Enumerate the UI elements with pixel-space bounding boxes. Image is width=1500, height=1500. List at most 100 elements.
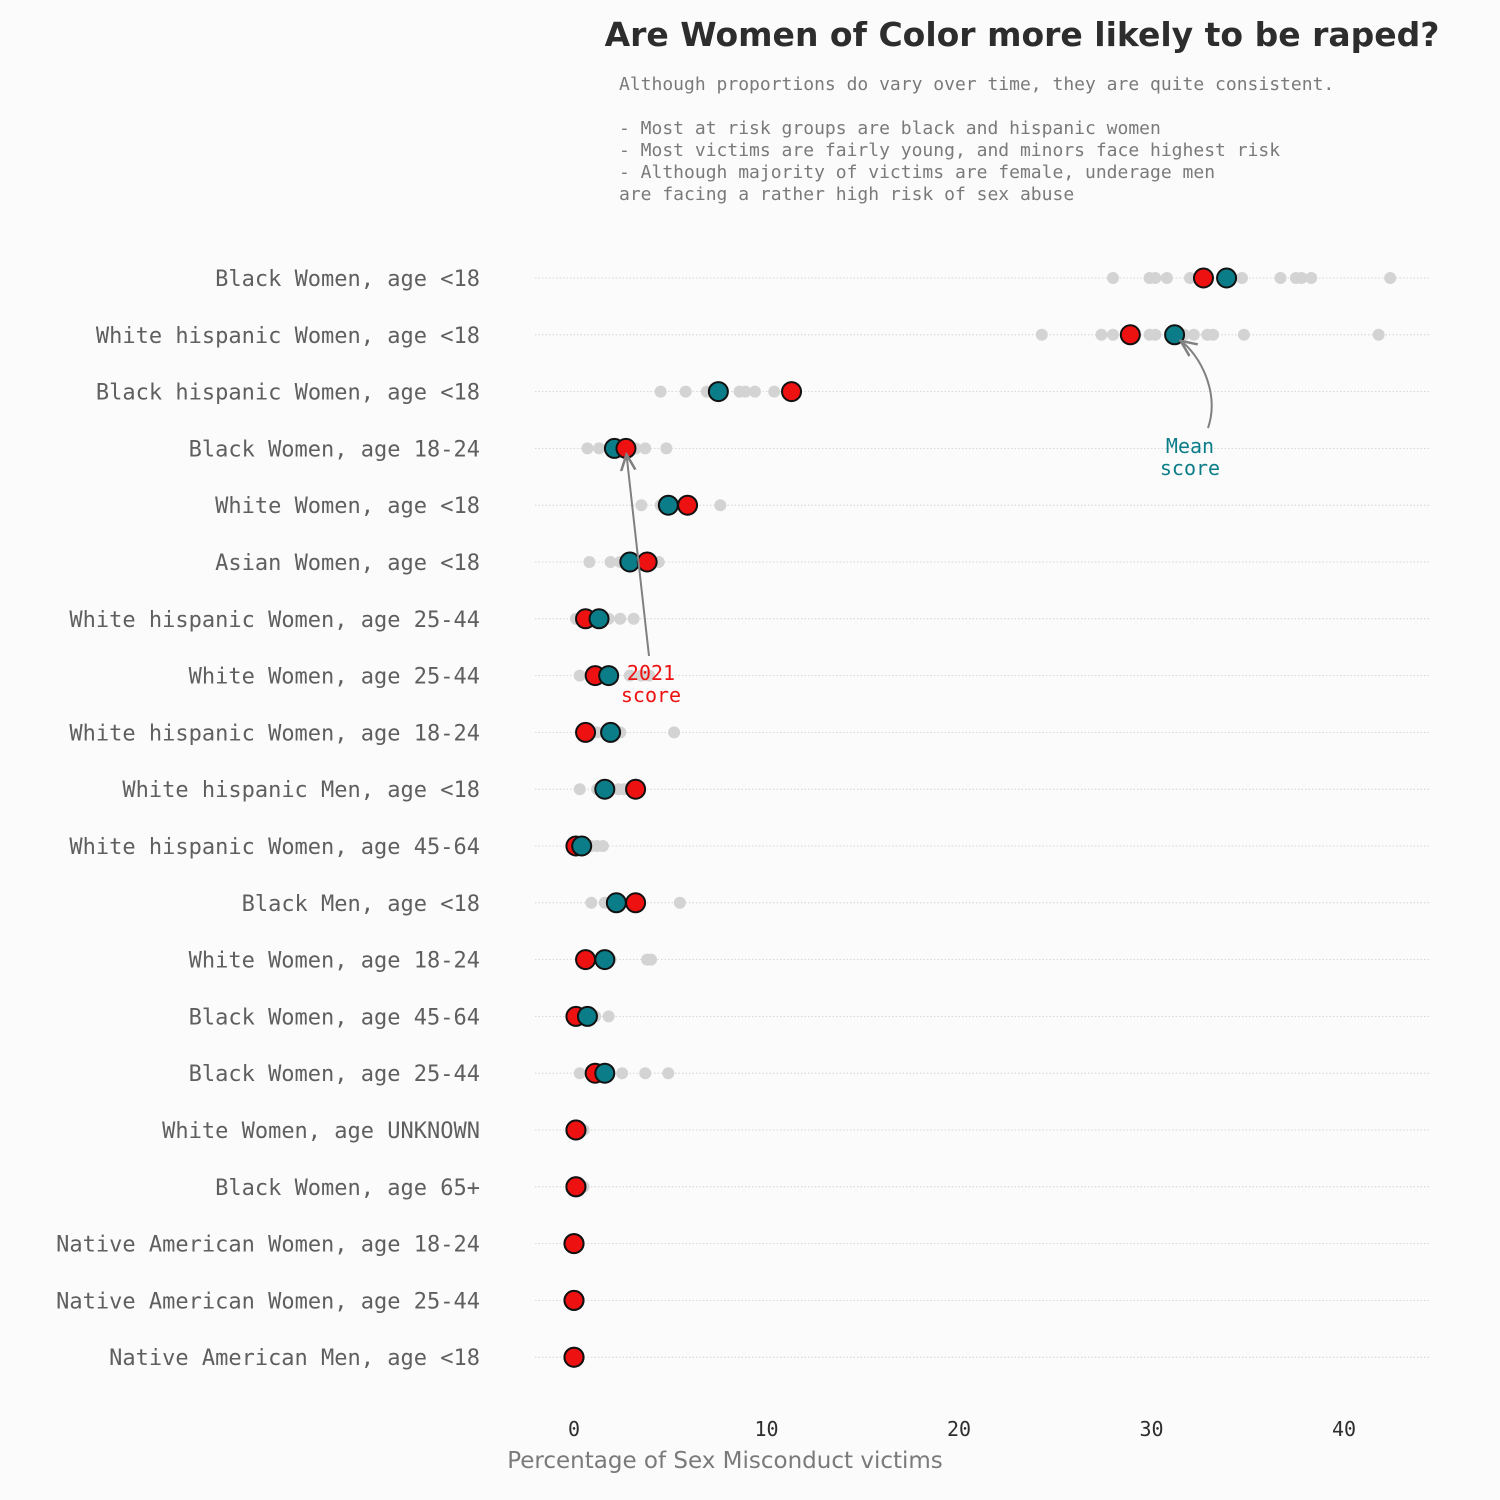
category-label: White hispanic Women, age 45-64: [69, 835, 480, 860]
history-point: [1207, 328, 1220, 341]
latest-score-point: [563, 1346, 585, 1368]
x-tick-label: 40: [1332, 1417, 1356, 1441]
latest-annotation-arrow: [626, 454, 650, 657]
history-point: [679, 385, 692, 398]
history-point: [768, 385, 781, 398]
category-label: White hispanic Women, age 25-44: [69, 608, 480, 633]
history-point: [643, 669, 656, 682]
history-point: [596, 840, 609, 852]
history-point: [1274, 272, 1287, 284]
history-point: [1095, 328, 1108, 341]
history-point: [1305, 272, 1318, 284]
history-point: [1235, 272, 1248, 284]
category-label: White hispanic Women, age 18-24: [69, 721, 480, 746]
history-point: [1035, 328, 1048, 341]
latest-score-point: [1119, 324, 1141, 346]
history-point: [1149, 328, 1162, 341]
mean-score-point: [657, 494, 679, 516]
subtitle-line: - Most victims are fairly young, and min…: [619, 140, 1280, 161]
history-point: [623, 669, 636, 682]
history-point: [662, 1067, 675, 1080]
history-point: [573, 783, 586, 796]
score-markers: [563, 267, 1238, 1368]
mean-annotation-label: Mean: [1166, 434, 1214, 458]
category-label: Black Women, age 18-24: [189, 437, 480, 462]
x-tick-label: 0: [568, 1417, 580, 1441]
history-point: [573, 1067, 586, 1080]
history-point: [1384, 272, 1397, 284]
category-labels: Black Women, age <18 White hispanic Women…: [56, 267, 480, 1371]
x-tick-label: 10: [754, 1417, 778, 1441]
x-axis-label: Percentage of Sex Misconduct victims: [507, 1448, 943, 1474]
mean-score-point: [605, 892, 627, 914]
mean-score-point: [571, 835, 593, 857]
latest-score-point: [575, 721, 597, 743]
mean-annotation-label: score: [1160, 456, 1220, 480]
mean-score-point: [619, 551, 641, 573]
mean-score-point: [594, 778, 616, 800]
category-label: Black Women, age 25-44: [189, 1062, 480, 1087]
history-point: [1160, 272, 1173, 284]
mean-score-point: [598, 665, 620, 687]
category-label: Asian Women, age <18: [215, 551, 480, 576]
mean-score-point: [594, 949, 616, 971]
category-label: Black hispanic Women, age <18: [96, 381, 480, 406]
history-point: [654, 385, 667, 398]
chart-title: Are Women of Color more likely to be rap…: [605, 15, 1440, 54]
latest-score-point: [636, 551, 658, 573]
latest-score-point: [1192, 267, 1214, 289]
x-tick-label: 20: [947, 1417, 971, 1441]
subtitle-line: - Most at risk groups are black and hisp…: [619, 118, 1161, 139]
history-point: [1184, 272, 1196, 284]
history-point: [573, 669, 586, 682]
latest-annotation-label: score: [621, 683, 681, 707]
latest-score-point: [563, 1233, 585, 1255]
history-point: [614, 612, 627, 625]
latest-score-point: [565, 1119, 587, 1141]
history-point: [602, 1010, 615, 1023]
history-point: [714, 499, 727, 512]
mean-score-point: [707, 381, 729, 403]
history-point: [585, 896, 598, 909]
category-label: Black Women, age <18: [215, 267, 480, 292]
category-label: White hispanic Women, age <18: [96, 324, 480, 349]
history-point: [1237, 328, 1250, 341]
latest-score-point: [575, 949, 597, 971]
subtitle-line: Although proportions do vary over time, …: [619, 74, 1334, 95]
history-point: [668, 726, 681, 739]
latest-score-point: [677, 494, 699, 516]
category-label: Native American Men, age <18: [109, 1346, 480, 1371]
history-point: [748, 385, 761, 398]
history-point: [673, 896, 686, 909]
category-label: Black Women, age 65+: [215, 1176, 480, 1201]
history-point: [581, 442, 594, 455]
mean-score-point: [588, 608, 610, 630]
latest-annotation-label: 2021: [627, 661, 675, 685]
history-point: [1107, 328, 1119, 341]
mean-score-point: [594, 1062, 616, 1084]
category-label: White Women, age 25-44: [189, 665, 480, 690]
mean-score-point: [576, 1005, 598, 1027]
latest-score-point: [563, 1289, 585, 1311]
category-label: White Women, age UNKNOWN: [162, 1119, 480, 1144]
history-point: [604, 556, 617, 568]
history-point: [739, 385, 752, 398]
subtitle-line: - Although majority of victims are femal…: [619, 162, 1215, 183]
chart-subtitle: Although proportions do vary over time, …: [619, 74, 1334, 205]
history-point: [616, 1067, 629, 1080]
history-point: [583, 556, 596, 568]
category-label: Native American Women, age 18-24: [56, 1233, 480, 1258]
history-point: [593, 442, 606, 455]
mean-annotation-arrow: [1181, 341, 1213, 429]
history-point: [1149, 272, 1162, 284]
latest-score-point: [781, 381, 803, 403]
category-label: Black Women, age 45-64: [189, 1005, 480, 1030]
latest-score-point: [625, 778, 647, 800]
category-label: Native American Women, age 25-44: [56, 1289, 480, 1314]
category-label: White Women, age <18: [215, 494, 480, 519]
history-point: [660, 442, 673, 455]
history-point: [639, 1067, 652, 1080]
